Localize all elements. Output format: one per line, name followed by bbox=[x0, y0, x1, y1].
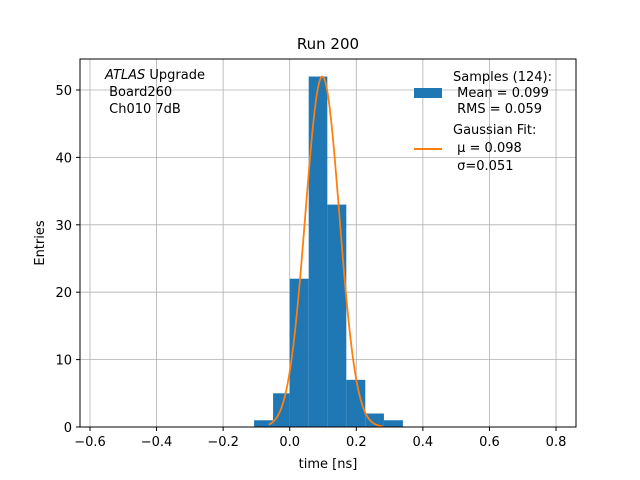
annotation-line-3: Ch010 7dB bbox=[105, 102, 181, 117]
x-tick-label-6: 0.6 bbox=[479, 435, 500, 450]
annotation-line-1: ATLAS Upgrade bbox=[104, 68, 205, 83]
y-tick-label-4: 40 bbox=[55, 151, 72, 166]
y-tick-label-0: 0 bbox=[64, 421, 72, 436]
legend: Samples (124): Mean = 0.099 RMS = 0.059 … bbox=[414, 70, 552, 174]
y-axis-label: Entries bbox=[33, 220, 48, 266]
x-tick-label-1: −0.4 bbox=[141, 435, 173, 450]
histogram-bar-7 bbox=[383, 420, 403, 427]
x-tick-label-2: −0.2 bbox=[207, 435, 239, 450]
histogram-bar-5 bbox=[346, 379, 366, 427]
histogram-bar-4 bbox=[327, 204, 347, 427]
atlas-annotation: ATLAS Upgrade Board260 Ch010 7dB bbox=[104, 68, 205, 117]
x-axis-label: time [ns] bbox=[299, 457, 358, 472]
x-tick-label-5: 0.4 bbox=[413, 435, 434, 450]
y-tick-label-1: 10 bbox=[55, 354, 72, 369]
histogram-bar-6 bbox=[365, 413, 384, 427]
legend-fit-line-3: σ=0.051 bbox=[453, 159, 513, 174]
x-tick-label-0: −0.6 bbox=[74, 435, 106, 450]
x-tick-label-3: 0.0 bbox=[279, 435, 300, 450]
legend-samples-line-1: Samples (124): bbox=[453, 70, 552, 85]
annotation-line-2: Board260 bbox=[105, 85, 172, 100]
legend-fit-line-2: μ = 0.098 bbox=[453, 141, 522, 156]
histogram-bar-2 bbox=[289, 278, 309, 427]
plot-frame bbox=[79, 58, 577, 428]
x-tick-label-7: 0.8 bbox=[546, 435, 567, 450]
legend-fit-line-1: Gaussian Fit: bbox=[453, 123, 536, 138]
legend-samples-line-3: RMS = 0.059 bbox=[453, 102, 542, 117]
annotation-atlas-italic: ATLAS bbox=[104, 68, 145, 83]
axis-ticks: −0.6 −0.4 −0.2 0.0 0.2 0.4 0.6 0.8 0 10 20 30 40 50 bbox=[55, 84, 566, 450]
chart-title: Run 200 bbox=[297, 35, 359, 53]
gaussian-fit-curve bbox=[268, 75, 384, 428]
histogram-bar-0 bbox=[254, 420, 274, 427]
annotation-upgrade: Upgrade bbox=[145, 68, 205, 83]
y-tick-label-5: 50 bbox=[55, 84, 72, 99]
histogram-bar-3 bbox=[308, 76, 328, 428]
y-tick-label-3: 30 bbox=[55, 219, 72, 234]
legend-samples-line-2: Mean = 0.099 bbox=[453, 86, 549, 101]
y-tick-label-2: 20 bbox=[55, 286, 72, 301]
x-tick-label-4: 0.2 bbox=[346, 435, 367, 450]
legend-swatch-samples bbox=[414, 88, 442, 98]
